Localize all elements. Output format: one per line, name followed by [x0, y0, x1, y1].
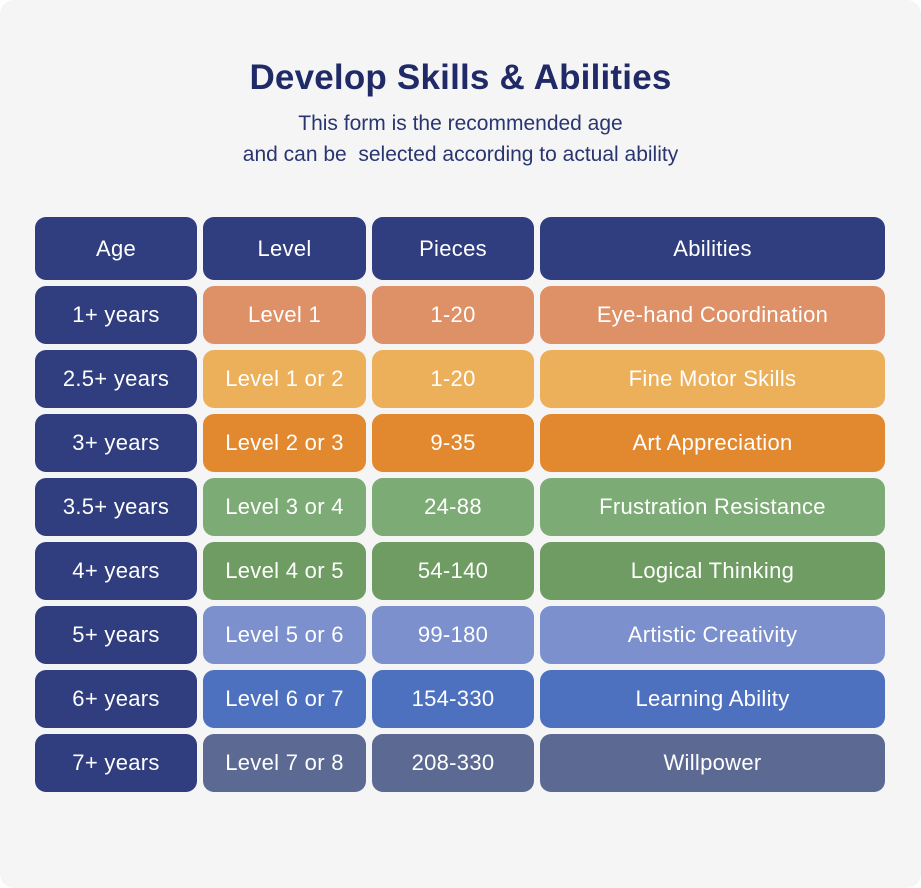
pieces-cell: 1-20: [372, 350, 534, 408]
age-cell: 4+ years: [35, 542, 197, 600]
level-cell: Level 7 or 8: [203, 734, 366, 792]
age-cell: 7+ years: [35, 734, 197, 792]
ability-cell: Learning Ability: [540, 670, 885, 728]
column-header-pieces: Pieces: [372, 217, 534, 280]
ability-cell: Eye-hand Coordination: [540, 286, 885, 344]
age-cell: 3+ years: [35, 414, 197, 472]
pieces-cell: 208-330: [372, 734, 534, 792]
pieces-cell: 54-140: [372, 542, 534, 600]
column-header-abilities: Abilities: [540, 217, 885, 280]
age-cell: 2.5+ years: [35, 350, 197, 408]
subtitle-line-1: This form is the recommended age: [298, 112, 623, 135]
pieces-cell: 154-330: [372, 670, 534, 728]
level-cell: Level 6 or 7: [203, 670, 366, 728]
age-cell: 3.5+ years: [35, 478, 197, 536]
subtitle-line-2: and can be selected according to actual …: [242, 143, 679, 166]
ability-cell: Fine Motor Skills: [540, 350, 885, 408]
level-cell: Level 1: [203, 286, 366, 344]
pieces-cell: 1-20: [372, 286, 534, 344]
level-cell: Level 2 or 3: [203, 414, 366, 472]
skills-table: Age Level Pieces Abilities 1+ years Leve…: [35, 217, 885, 792]
page-subtitle: This form is the recommended age and can…: [0, 108, 921, 170]
pieces-cell: 9-35: [372, 414, 534, 472]
level-cell: Level 4 or 5: [203, 542, 366, 600]
pieces-cell: 99-180: [372, 606, 534, 664]
age-cell: 5+ years: [35, 606, 197, 664]
page-header: Develop Skills & Abilities This form is …: [0, 0, 921, 170]
level-cell: Level 5 or 6: [203, 606, 366, 664]
ability-cell: Frustration Resistance: [540, 478, 885, 536]
level-cell: Level 3 or 4: [203, 478, 366, 536]
ability-cell: Artistic Creativity: [540, 606, 885, 664]
level-cell: Level 1 or 2: [203, 350, 366, 408]
column-header-age: Age: [35, 217, 197, 280]
age-cell: 1+ years: [35, 286, 197, 344]
age-cell: 6+ years: [35, 670, 197, 728]
ability-cell: Logical Thinking: [540, 542, 885, 600]
page-title: Develop Skills & Abilities: [249, 58, 672, 97]
column-header-level: Level: [203, 217, 366, 280]
ability-cell: Willpower: [540, 734, 885, 792]
pieces-cell: 24-88: [372, 478, 534, 536]
ability-cell: Art Appreciation: [540, 414, 885, 472]
